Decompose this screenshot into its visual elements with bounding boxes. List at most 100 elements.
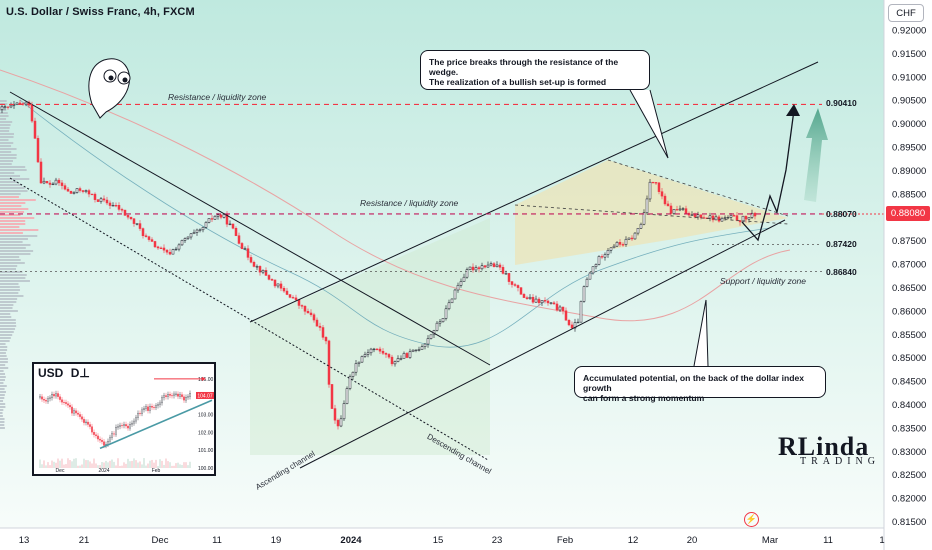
inset-candle-body (117, 426, 119, 428)
inset-volume-bar (47, 462, 49, 468)
candle-body (618, 242, 622, 245)
inset-candle-body (141, 409, 143, 414)
price-tick-label: 0.90000 (892, 119, 926, 130)
inset-candle-body (57, 393, 59, 397)
candle-body (387, 354, 391, 358)
candle-body (282, 287, 286, 292)
candle-body (6, 106, 10, 108)
candle-body (384, 353, 388, 355)
inset-volume-bar (117, 458, 119, 468)
candle-body (600, 256, 604, 258)
candle-body (264, 270, 268, 276)
inset-volume-bar (111, 459, 113, 468)
candle-body (204, 222, 208, 228)
candle-body (333, 408, 337, 421)
candle-body (279, 283, 283, 289)
inset-volume-bar (133, 458, 135, 468)
inset-volume-bar (87, 460, 89, 468)
inset-candle-body (169, 394, 171, 396)
inset-price-tag-bg (196, 391, 214, 399)
volume-profile-bar (0, 142, 14, 144)
candle-body (615, 242, 619, 247)
volume-profile-bar (0, 136, 14, 138)
candle-body (429, 334, 433, 339)
volume-profile-bar (0, 277, 26, 279)
candle-body (90, 193, 94, 196)
candle-body (750, 212, 754, 218)
inset-volume-bar (91, 463, 93, 468)
candle-body (36, 138, 40, 163)
dollar-index-callout: Accumulated potential, on the back of th… (574, 366, 826, 403)
candle-body (75, 188, 79, 193)
inset-candle-body (73, 410, 75, 414)
inset-volume-bar (173, 465, 175, 468)
inset-candle-body (179, 394, 181, 397)
inset-volume-bar (155, 459, 157, 468)
inset-tick-label: 102.00 (198, 430, 214, 436)
inset-candle-body (95, 434, 97, 437)
inset-volume-bar (135, 460, 137, 468)
candle-body (354, 363, 358, 373)
price-tick-label: 0.83000 (892, 447, 926, 458)
price-tick-label: 0.87000 (892, 260, 926, 271)
inset-candle-body (107, 441, 109, 445)
flash-icon[interactable]: ⚡ (744, 512, 759, 527)
volume-profile-bar (0, 172, 15, 174)
time-tick-label: 11 (823, 535, 833, 546)
price-tick-label: 0.87500 (892, 236, 926, 247)
volume-profile-bar (0, 226, 20, 228)
inset-candle-body (65, 402, 67, 404)
candle-body (405, 353, 409, 358)
inset-volume-bar (145, 465, 147, 468)
price-axis[interactable]: 0.92000 0.91500 0.91000 0.90500 0.90000 0.895… (892, 26, 926, 529)
candle-body (441, 318, 445, 323)
volume-profile-bar (0, 400, 4, 402)
candle-body (420, 346, 424, 350)
inset-volume-bar (131, 460, 133, 468)
inset-time-label: Feb (152, 468, 161, 474)
candle-body (645, 198, 649, 214)
volume-profile-bar (0, 163, 12, 165)
currency-button[interactable]: CHF (888, 4, 924, 22)
inset-volume-bar (185, 462, 187, 468)
candle-body (612, 245, 616, 249)
volume-profile-bar (0, 109, 7, 111)
candle-body (96, 199, 100, 202)
inset-volume-bar (99, 465, 101, 468)
candle-body (591, 266, 595, 274)
candle-body (243, 248, 247, 250)
candle-body (672, 209, 676, 214)
volume-profile-bar (0, 376, 6, 378)
usd-index-inset[interactable]: USD D⊥ 105.00104.00103.00102.00101.00100… (32, 362, 216, 476)
candle-body (15, 102, 19, 105)
candle-body (66, 188, 70, 192)
projection-arrowhead (786, 104, 800, 116)
time-axis[interactable]: 13 21 Dec 11 19 2024 15 23 Feb 12 20 Mar 11 1 (19, 535, 885, 546)
candle-body (285, 290, 289, 295)
volume-profile-bar (0, 127, 10, 129)
candle-body (162, 247, 166, 251)
inset-volume-bar (61, 458, 63, 468)
candle-body (261, 270, 265, 273)
price-tick-label: 0.92000 (892, 26, 926, 37)
level-label-86840: 0.86840 (826, 267, 857, 277)
inset-volume-bar (69, 460, 71, 468)
candle-body (603, 254, 607, 258)
candle-body (63, 185, 67, 190)
inset-volume-bar (171, 465, 173, 468)
logo-sub: TRADING (800, 456, 880, 467)
candle-body (60, 182, 64, 186)
candle-body (411, 349, 415, 353)
candle-body (186, 236, 190, 239)
current-price-tag: 0.88080 (886, 206, 930, 221)
inset-candle-body (43, 399, 45, 401)
candle-body (627, 237, 631, 240)
inset-volume-bar (177, 462, 179, 468)
volume-profile-bar (0, 232, 23, 234)
background-layer (0, 69, 791, 455)
inset-trendline (99, 399, 213, 450)
candle-body (558, 306, 562, 311)
volume-profile-bar (0, 397, 5, 399)
fast-moving-average (19, 99, 771, 348)
